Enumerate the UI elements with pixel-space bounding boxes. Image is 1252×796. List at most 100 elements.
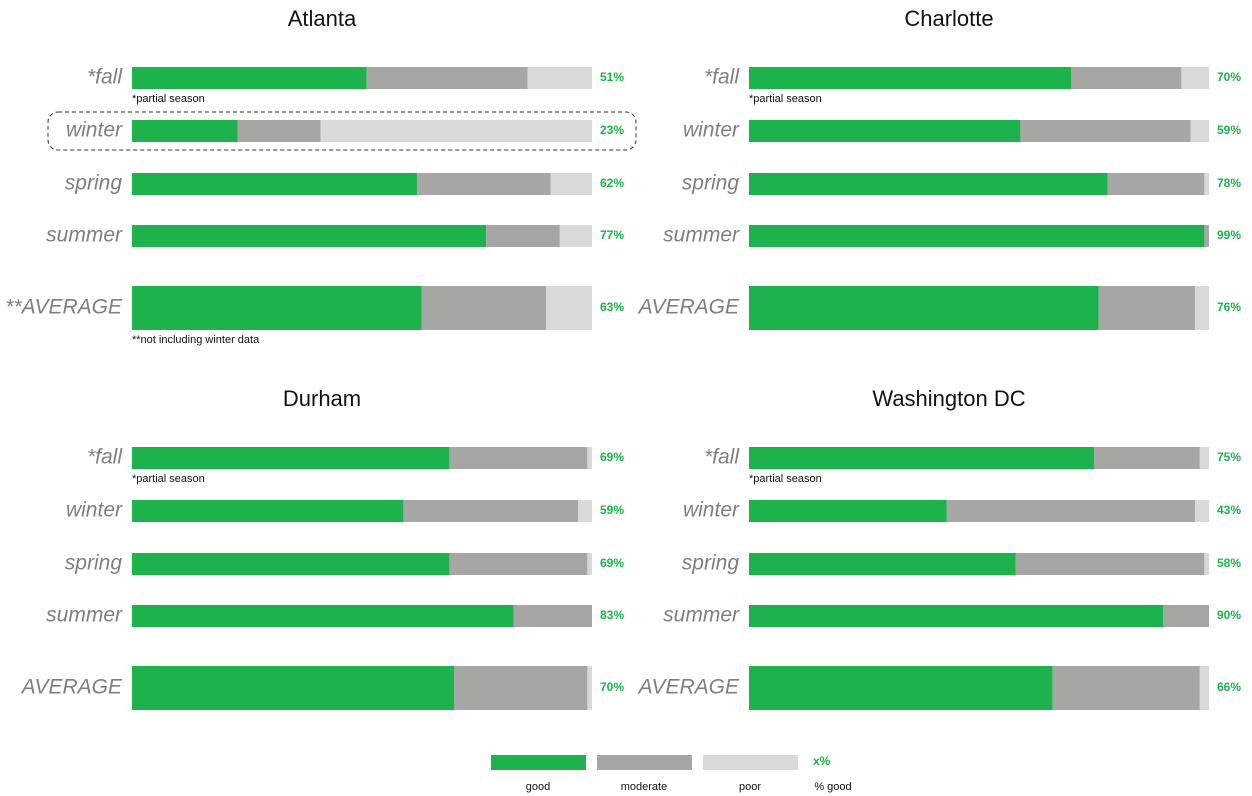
- bar-segment: [132, 225, 487, 247]
- note: **not including winter data: [132, 334, 260, 346]
- legend-swatch: [703, 755, 798, 770]
- category-label: summer: [46, 604, 123, 627]
- note: *partial season: [749, 473, 822, 485]
- category-label: summer: [663, 224, 740, 247]
- bar-segment: [449, 553, 588, 575]
- legend-label: moderate: [621, 781, 667, 793]
- value-label: 43%: [1217, 503, 1241, 517]
- category-label: *fall: [704, 446, 740, 469]
- bar-segment: [1195, 500, 1209, 522]
- category-label: winter: [66, 499, 123, 522]
- bar-segment: [749, 447, 1094, 469]
- bar-segment: [527, 67, 592, 89]
- bar-segment: [132, 553, 450, 575]
- value-label: 76%: [1217, 300, 1241, 314]
- note: *partial season: [132, 93, 205, 105]
- category-label: winter: [683, 499, 740, 522]
- bar-segment: [1163, 605, 1209, 627]
- category-label: summer: [663, 604, 740, 627]
- bar-segment: [1181, 67, 1209, 89]
- category-label: *fall: [87, 66, 123, 89]
- value-label: 59%: [600, 503, 624, 517]
- chart-title: Atlanta: [288, 6, 357, 31]
- bar-segment: [237, 120, 321, 142]
- bar-segment: [449, 447, 588, 469]
- bar-segment: [1098, 286, 1196, 330]
- value-label: 69%: [600, 556, 624, 570]
- bar-segment: [749, 173, 1108, 195]
- bar-segment: [1199, 666, 1209, 710]
- bar-segment: [749, 553, 1016, 575]
- bar-segment: [1020, 120, 1191, 142]
- bar-segment: [1071, 67, 1182, 89]
- category-label: AVERAGE: [637, 676, 740, 699]
- value-label: 51%: [600, 70, 624, 84]
- bar-segment: [749, 605, 1163, 627]
- value-label: 23%: [600, 123, 624, 137]
- bar-segment: [132, 173, 418, 195]
- legend-sample: x%: [813, 754, 831, 768]
- category-label: spring: [682, 172, 740, 195]
- bar-segment: [578, 500, 592, 522]
- bar-segment: [749, 500, 947, 522]
- legend-label: good: [526, 781, 550, 793]
- bar-segment: [749, 67, 1071, 89]
- bar-segment: [550, 173, 592, 195]
- bar-segment: [559, 225, 592, 247]
- bar-segment: [454, 666, 588, 710]
- value-label: 75%: [1217, 450, 1241, 464]
- category-label: summer: [46, 224, 123, 247]
- chart-title: Charlotte: [904, 6, 993, 31]
- category-label: AVERAGE: [637, 296, 740, 319]
- category-label: winter: [66, 119, 123, 142]
- bar-segment: [1052, 666, 1200, 710]
- chart-title: Durham: [283, 386, 361, 411]
- bar-segment: [749, 225, 1205, 247]
- legend-label: poor: [739, 781, 761, 793]
- value-label: 59%: [1217, 123, 1241, 137]
- bar-segment: [1094, 447, 1200, 469]
- bar-segment: [1015, 553, 1205, 575]
- value-label: 66%: [1217, 680, 1241, 694]
- bar-segment: [1199, 447, 1209, 469]
- bar-segment: [1107, 173, 1205, 195]
- category-label: spring: [682, 552, 740, 575]
- legend-swatch: [597, 755, 692, 770]
- value-label: 77%: [600, 228, 624, 242]
- bar-segment: [1204, 225, 1209, 247]
- bar-segment: [587, 553, 592, 575]
- bar-segment: [587, 666, 592, 710]
- category-label: *fall: [704, 66, 740, 89]
- legend-label: % good: [814, 781, 851, 793]
- bar-segment: [132, 447, 450, 469]
- bar-segment: [366, 67, 528, 89]
- highlight-box: [47, 111, 637, 151]
- bar-segment: [513, 605, 592, 627]
- bar-segment: [587, 447, 592, 469]
- bar-segment: [546, 286, 592, 330]
- bar-segment: [417, 173, 551, 195]
- value-label: 78%: [1217, 176, 1241, 190]
- chart-title: Washington DC: [872, 386, 1025, 411]
- bar-segment: [749, 286, 1099, 330]
- category-label: spring: [65, 552, 123, 575]
- value-label: 70%: [600, 680, 624, 694]
- category-label: spring: [65, 172, 123, 195]
- bar-segment: [1190, 120, 1209, 142]
- bar-segment: [486, 225, 560, 247]
- value-label: 69%: [600, 450, 624, 464]
- bar-segment: [132, 666, 454, 710]
- bar-segment: [132, 500, 404, 522]
- bar-segment: [132, 605, 514, 627]
- bar-segment: [946, 500, 1196, 522]
- bar-segment: [1204, 173, 1209, 195]
- category-label: *fall: [87, 446, 123, 469]
- bar-segment: [1195, 286, 1209, 330]
- value-label: 63%: [600, 300, 624, 314]
- category-label: **AVERAGE: [5, 296, 123, 319]
- value-label: 83%: [600, 608, 624, 622]
- bar-segment: [403, 500, 579, 522]
- value-label: 62%: [600, 176, 624, 190]
- value-label: 90%: [1217, 608, 1241, 622]
- value-label: 70%: [1217, 70, 1241, 84]
